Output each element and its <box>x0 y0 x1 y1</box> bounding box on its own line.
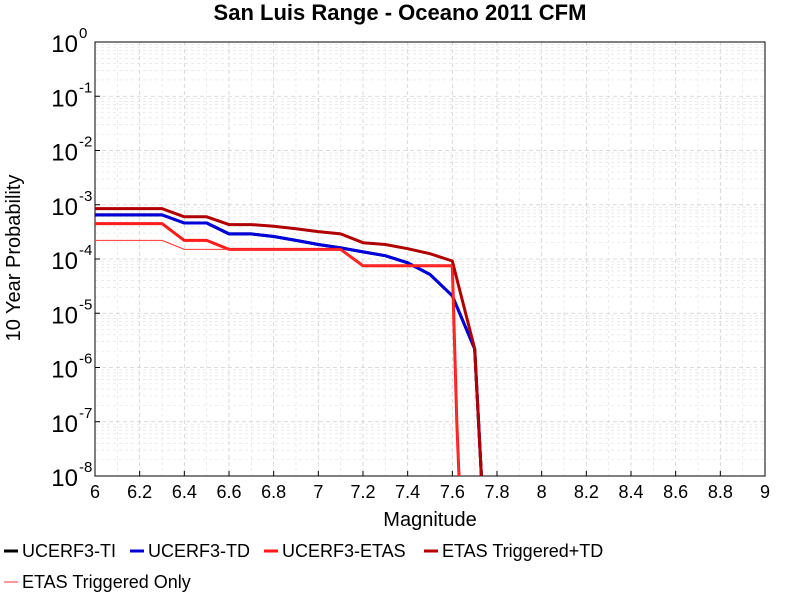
x-tick-label: 6 <box>90 482 100 502</box>
x-tick-label: 6.8 <box>261 482 286 502</box>
x-tick-label: 7.6 <box>440 482 465 502</box>
x-tick-label: 8 <box>537 482 547 502</box>
y-tick-label: 10 <box>51 140 78 167</box>
legend-label-ucerf3-td: UCERF3-TD <box>148 541 250 561</box>
legend-label-ucerf3-ti: UCERF3-TI <box>22 541 116 561</box>
y-tick-label: 10 <box>51 248 78 275</box>
x-tick-label: 6.4 <box>172 482 197 502</box>
x-axis-label: Magnitude <box>383 509 476 531</box>
x-tick-label: 6.6 <box>216 482 241 502</box>
legend-label-etas-triggered-td: ETAS Triggered+TD <box>442 541 603 561</box>
series-line-etas-triggered-only <box>95 239 460 477</box>
y-tick-exponent: -8 <box>79 459 92 476</box>
y-axis-label: 10 Year Probability <box>3 175 25 342</box>
x-tick-label: 8.4 <box>618 482 643 502</box>
x-tick-label: 7 <box>313 482 323 502</box>
y-tick-exponent: 0 <box>79 25 87 42</box>
y-tick-exponent: -1 <box>79 79 92 96</box>
y-tick-exponent: -3 <box>79 188 92 205</box>
x-tick-label: 9 <box>760 482 770 502</box>
y-tick-exponent: -7 <box>79 405 92 422</box>
x-tick-label: 8.8 <box>708 482 733 502</box>
y-tick-label: 10 <box>51 194 78 221</box>
x-tick-label: 7.2 <box>350 482 375 502</box>
y-tick-label: 10 <box>51 31 78 58</box>
chart-title: San Luis Range - Oceano 2011 CFM <box>214 0 587 25</box>
x-tick-label: 7.8 <box>484 482 509 502</box>
y-tick-exponent: -6 <box>79 351 92 368</box>
y-tick-exponent: -5 <box>79 296 92 313</box>
y-tick-label: 10 <box>51 85 78 112</box>
y-tick-exponent: -4 <box>79 242 92 259</box>
y-tick-exponent: -2 <box>79 134 92 151</box>
x-tick-label: 7.4 <box>395 482 420 502</box>
x-tick-label: 8.2 <box>574 482 599 502</box>
legend-label-ucerf3-etas: UCERF3-ETAS <box>282 541 406 561</box>
grid <box>94 42 765 477</box>
x-tick-label: 6.2 <box>127 482 152 502</box>
legend: UCERF3-TI UCERF3-TD UCERF3-ETAS ETAS Trigge… <box>4 541 603 592</box>
y-tick-label: 10 <box>51 465 78 492</box>
x-axis-ticks: 6 6.2 6.4 6.6 6.8 7 7.2 7.4 7.6 7.8 8 8.2 8.4 8.6 8.8 9 <box>90 471 770 502</box>
y-tick-label: 10 <box>51 357 78 384</box>
y-tick-label: 10 <box>51 302 78 329</box>
x-tick-label: 8.6 <box>663 482 688 502</box>
legend-label-etas-triggered-only: ETAS Triggered Only <box>22 572 191 592</box>
y-tick-label: 10 <box>51 411 78 438</box>
series-line-ucerf3-ti <box>95 213 483 477</box>
series-layer <box>95 207 483 477</box>
series-line-etas-triggered-td <box>95 207 483 477</box>
series-line-ucerf3-td <box>95 213 483 477</box>
